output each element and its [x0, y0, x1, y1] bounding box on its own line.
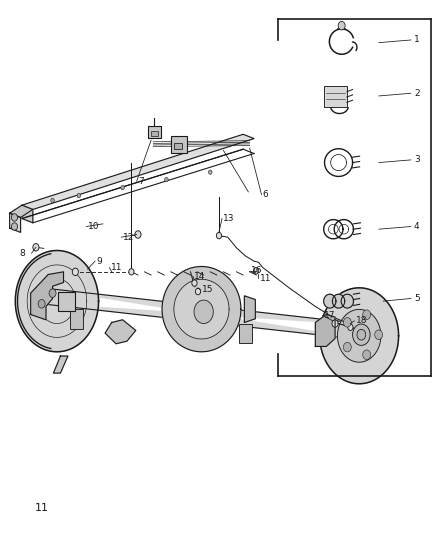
- Bar: [171, 136, 187, 153]
- Bar: [324, 86, 347, 107]
- Circle shape: [77, 193, 81, 198]
- Text: 11: 11: [111, 263, 122, 272]
- Circle shape: [194, 300, 213, 324]
- Text: 10: 10: [88, 222, 99, 231]
- Text: 11: 11: [35, 503, 49, 513]
- Polygon shape: [31, 272, 64, 320]
- Circle shape: [343, 342, 351, 352]
- Bar: [239, 324, 252, 343]
- Text: 3: 3: [414, 156, 420, 164]
- Polygon shape: [22, 205, 33, 223]
- Circle shape: [353, 324, 370, 345]
- Circle shape: [51, 198, 54, 203]
- Circle shape: [192, 280, 197, 286]
- Circle shape: [11, 214, 18, 221]
- Polygon shape: [15, 251, 99, 352]
- Circle shape: [11, 223, 18, 230]
- Bar: [151, 131, 158, 136]
- Text: 13: 13: [223, 214, 235, 223]
- Bar: [58, 292, 75, 311]
- Text: 12: 12: [123, 233, 134, 241]
- Text: 16: 16: [251, 266, 262, 275]
- Circle shape: [49, 289, 56, 297]
- Circle shape: [135, 231, 141, 238]
- Text: 9: 9: [96, 257, 102, 265]
- Polygon shape: [324, 294, 336, 308]
- Polygon shape: [338, 310, 381, 362]
- Text: 5: 5: [414, 294, 420, 303]
- Bar: [174, 143, 182, 149]
- Circle shape: [374, 330, 382, 340]
- Polygon shape: [174, 279, 229, 339]
- Polygon shape: [244, 296, 255, 322]
- Text: 11: 11: [260, 274, 271, 282]
- Polygon shape: [162, 266, 241, 352]
- Polygon shape: [22, 134, 254, 209]
- Circle shape: [121, 185, 124, 190]
- Circle shape: [254, 268, 259, 274]
- Text: 14: 14: [194, 272, 205, 280]
- Circle shape: [216, 232, 222, 239]
- Circle shape: [208, 170, 212, 174]
- Circle shape: [363, 350, 371, 360]
- Polygon shape: [105, 320, 136, 344]
- Circle shape: [357, 329, 366, 340]
- Polygon shape: [53, 356, 68, 373]
- Bar: [148, 126, 161, 138]
- Text: 7: 7: [138, 177, 144, 185]
- Circle shape: [348, 324, 353, 330]
- Circle shape: [338, 21, 345, 30]
- Text: 17: 17: [324, 311, 336, 320]
- Polygon shape: [315, 314, 335, 346]
- Polygon shape: [10, 205, 33, 217]
- Text: 6: 6: [263, 190, 268, 199]
- Polygon shape: [320, 288, 399, 384]
- Text: 15: 15: [201, 285, 213, 294]
- Text: 8: 8: [20, 249, 25, 257]
- Text: 2: 2: [414, 89, 420, 98]
- Polygon shape: [341, 294, 353, 308]
- Circle shape: [343, 318, 351, 327]
- Text: 4: 4: [414, 222, 420, 231]
- Circle shape: [72, 268, 78, 276]
- Polygon shape: [10, 213, 21, 232]
- Circle shape: [129, 269, 134, 275]
- Text: 1: 1: [414, 36, 420, 44]
- Circle shape: [38, 300, 45, 308]
- Bar: [70, 309, 83, 329]
- Circle shape: [165, 177, 168, 182]
- Text: 18: 18: [356, 317, 367, 325]
- Circle shape: [363, 310, 371, 319]
- Polygon shape: [42, 288, 374, 341]
- Polygon shape: [332, 294, 345, 308]
- Circle shape: [33, 244, 39, 251]
- Circle shape: [195, 288, 201, 295]
- Circle shape: [332, 320, 338, 327]
